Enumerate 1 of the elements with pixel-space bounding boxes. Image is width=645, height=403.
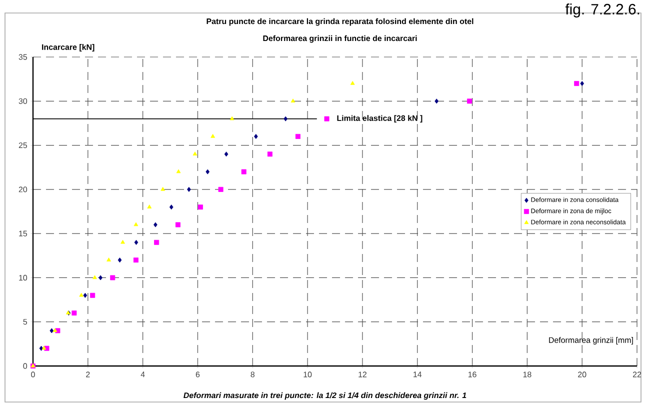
caption: fig. 7.2.2.6. [565, 4, 640, 18]
